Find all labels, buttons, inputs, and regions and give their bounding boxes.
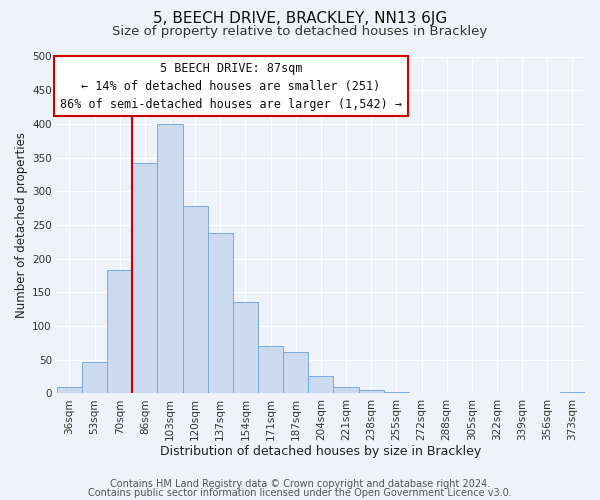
Bar: [434, 392, 459, 394]
X-axis label: Distribution of detached houses by size in Brackley: Distribution of detached houses by size …: [160, 444, 482, 458]
Bar: [359, 390, 384, 394]
Bar: [283, 352, 308, 394]
Bar: [132, 163, 157, 394]
Bar: [233, 302, 258, 394]
Bar: [182, 206, 208, 394]
Text: Contains public sector information licensed under the Open Government Licence v3: Contains public sector information licen…: [88, 488, 512, 498]
Text: Contains HM Land Registry data © Crown copyright and database right 2024.: Contains HM Land Registry data © Crown c…: [110, 479, 490, 489]
Text: Size of property relative to detached houses in Brackley: Size of property relative to detached ho…: [112, 25, 488, 38]
Bar: [409, 392, 434, 394]
Bar: [308, 376, 334, 394]
Text: 5 BEECH DRIVE: 87sqm
← 14% of detached houses are smaller (251)
86% of semi-deta: 5 BEECH DRIVE: 87sqm ← 14% of detached h…: [60, 62, 402, 110]
Bar: [334, 386, 359, 394]
Bar: [208, 233, 233, 394]
Bar: [484, 392, 509, 394]
Bar: [82, 362, 107, 394]
Y-axis label: Number of detached properties: Number of detached properties: [15, 132, 28, 318]
Bar: [560, 392, 585, 394]
Bar: [107, 270, 132, 394]
Bar: [157, 124, 182, 394]
Bar: [509, 392, 535, 394]
Text: 5, BEECH DRIVE, BRACKLEY, NN13 6JG: 5, BEECH DRIVE, BRACKLEY, NN13 6JG: [153, 11, 447, 26]
Bar: [57, 386, 82, 394]
Bar: [258, 346, 283, 394]
Bar: [459, 392, 484, 394]
Bar: [384, 392, 409, 394]
